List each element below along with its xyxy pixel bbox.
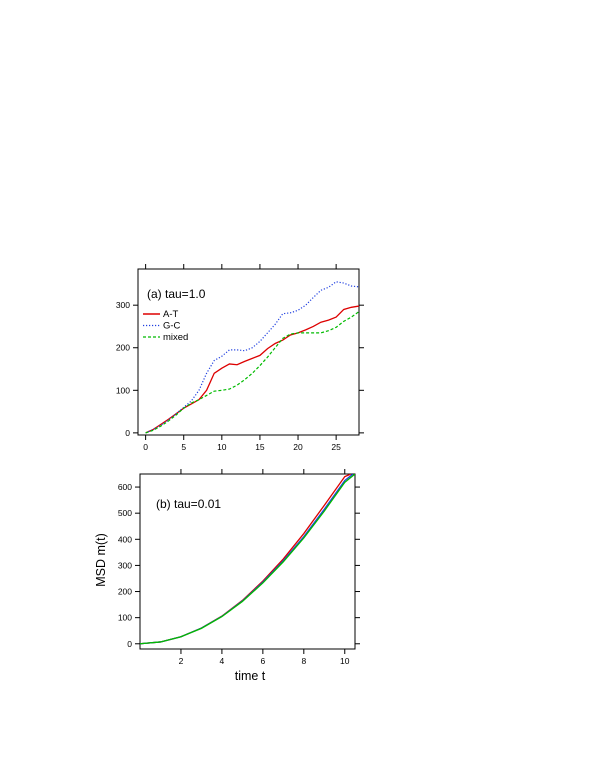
panel-b-y-tick-label: 0 — [127, 639, 132, 649]
panel-b-x-tick-label: 2 — [179, 656, 184, 666]
panel-a-y-tick-label: 0 — [125, 428, 130, 438]
panel-b-y-tick-label: 200 — [118, 587, 132, 597]
panel-b-x-tick-label: 10 — [340, 656, 350, 666]
panel-a-annotation: (a) tau=1.0 — [147, 287, 206, 301]
panel-a-x-tick-label: 0 — [143, 442, 148, 452]
panel-b-frame — [139, 473, 356, 650]
legend-label-a-t: A-T — [163, 309, 179, 320]
legend-label-g-c: G-C — [163, 321, 181, 332]
panel-a-series-g-c-line — [145, 281, 359, 434]
panel-a-x-tick-label: 20 — [293, 442, 303, 452]
panel-a-x-tick-label: 10 — [217, 442, 227, 452]
panel-a-series-mixed-line — [145, 311, 359, 434]
panel-b-y-tick-label: 600 — [118, 482, 132, 492]
panel-b-y-tick-label: 100 — [118, 613, 132, 623]
panel-b-y-tick-label: 300 — [118, 560, 132, 570]
panel-b-x-tick-label: 8 — [301, 656, 306, 666]
panel-a-x-tick-label: 25 — [331, 442, 341, 452]
panel-b-y-tick-label: 500 — [118, 508, 132, 518]
panel-a-y-tick-label: 100 — [116, 385, 130, 395]
y-axis-title: MSD m(t) — [94, 533, 108, 586]
legend-label-mixed: mixed — [163, 332, 188, 343]
panel-a-frame — [137, 268, 360, 436]
panel-b-x-tick-label: 6 — [260, 656, 265, 666]
panel-b-y-tick-label: 400 — [118, 534, 132, 544]
panel-b-x-tick-label: 4 — [220, 656, 225, 666]
panel-a-ticks: 0 5 10 15 20 25 0 100 200 300 — [116, 264, 364, 452]
legend: A-T G-C mixed — [143, 309, 188, 343]
panel-a-y-tick-label: 300 — [116, 300, 130, 310]
panel-a-y-tick-label: 200 — [116, 343, 130, 353]
x-axis-title: time t — [235, 669, 266, 683]
panel-b-annotation: (b) tau=0.01 — [156, 497, 221, 511]
panel-a-tau-1: 0 5 10 15 20 25 0 100 200 300 (a) tau=1.0 A-T G-C… — [116, 264, 364, 452]
panel-b-series-group — [140, 474, 355, 645]
panel-a-series-group — [145, 281, 359, 434]
panel-a-x-tick-label: 5 — [181, 442, 186, 452]
panel-a-x-tick-label: 15 — [255, 442, 265, 452]
panel-b-series-3-line — [140, 474, 355, 645]
